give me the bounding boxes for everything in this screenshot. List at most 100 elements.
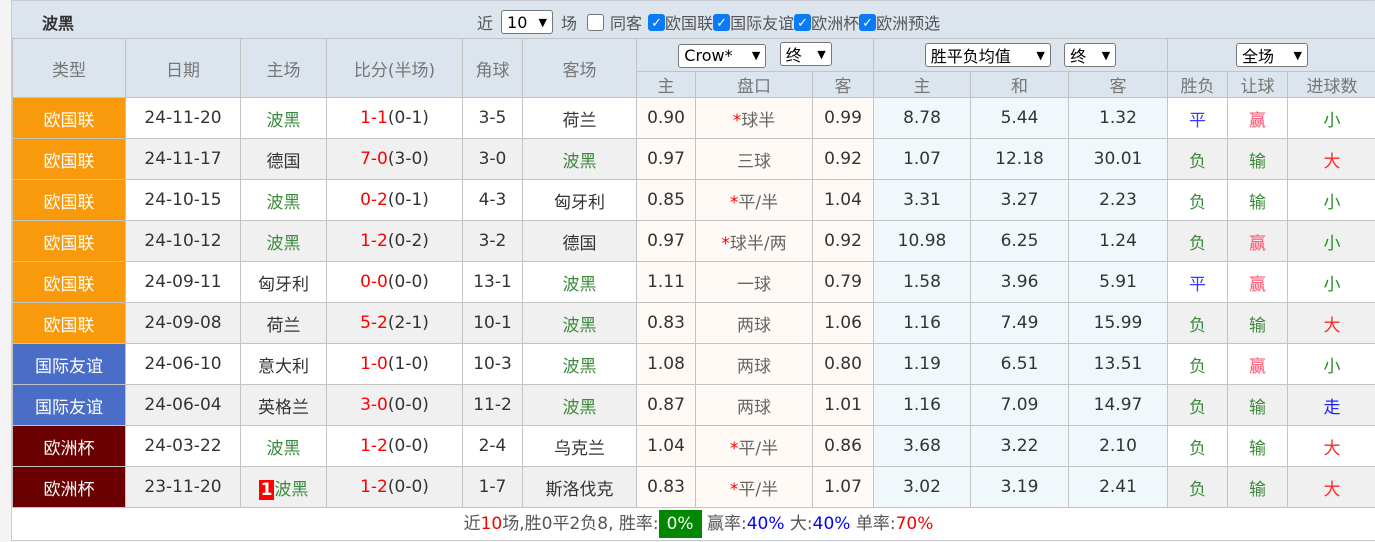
away-team[interactable]: 斯洛伐克 [523, 467, 637, 508]
competition-type[interactable]: 欧国联 [13, 139, 126, 180]
score[interactable]: 1-1(0-1) [327, 98, 463, 139]
competition-type[interactable]: 国际友谊 [13, 344, 126, 385]
eu-loss-odds: 2.41 [1069, 467, 1168, 508]
eu-win-odds: 1.16 [874, 385, 971, 426]
handicap-result: 输 [1228, 139, 1288, 180]
half-time-score: (0-0) [388, 477, 429, 497]
match-count-select[interactable]: 10▼ [501, 10, 553, 34]
away-team[interactable]: 波黑 [523, 303, 637, 344]
competition-checkbox[interactable]: ✓ [648, 14, 665, 31]
competition-checkbox[interactable]: ✓ [859, 14, 876, 31]
half-time-score: (2-1) [388, 313, 429, 333]
ah-home-odds: 1.04 [637, 426, 696, 467]
away-team[interactable]: 波黑 [523, 262, 637, 303]
score[interactable]: 1-2(0-0) [327, 467, 463, 508]
table-row[interactable]: 欧国联 24-10-12 波黑 1-2(0-2) 3-2 德国 0.97 *球半… [13, 221, 1375, 262]
away-team[interactable]: 波黑 [523, 385, 637, 426]
home-team[interactable]: 德国 [241, 139, 327, 180]
half-time-score: (0-1) [388, 108, 429, 128]
eu-win-odds: 3.31 [874, 180, 971, 221]
competition-type[interactable]: 欧国联 [13, 98, 126, 139]
away-team[interactable]: 波黑 [523, 344, 637, 385]
corners: 1-7 [463, 467, 523, 508]
over-rate: 40% [813, 514, 851, 534]
score[interactable]: 1-2(0-0) [327, 426, 463, 467]
ah-home-odds: 1.08 [637, 344, 696, 385]
eu-loss-odds: 5.91 [1069, 262, 1168, 303]
odd-rate: 70% [896, 514, 934, 534]
ah-line: 两球 [696, 385, 813, 426]
competition-type[interactable]: 国际友谊 [13, 385, 126, 426]
home-team[interactable]: 英格兰 [241, 385, 327, 426]
summary-prefix: 近 [464, 514, 481, 534]
away-team-name: 波黑 [563, 152, 597, 172]
home-team[interactable]: 意大利 [241, 344, 327, 385]
eu-win-odds: 1.07 [874, 139, 971, 180]
euro-period-select[interactable]: 终▼ [1064, 43, 1116, 67]
score[interactable]: 5-2(2-1) [327, 303, 463, 344]
eu-draw-odds: 5.44 [971, 98, 1069, 139]
home-team[interactable]: 匈牙利 [241, 262, 327, 303]
away-team[interactable]: 德国 [523, 221, 637, 262]
asian-period-select[interactable]: 终▼ [780, 42, 832, 66]
result: 平 [1168, 262, 1228, 303]
table-row[interactable]: 欧洲杯 24-03-22 波黑 1-2(0-0) 2-4 乌克兰 1.04 *平… [13, 426, 1375, 467]
home-team[interactable]: 波黑 [241, 426, 327, 467]
handicap-result: 输 [1228, 303, 1288, 344]
competition-checkbox[interactable]: ✓ [713, 14, 730, 31]
away-team-name: 波黑 [563, 316, 597, 336]
away-team[interactable]: 匈牙利 [523, 180, 637, 221]
competition-checkbox[interactable]: ✓ [794, 14, 811, 31]
col-type: 类型 [13, 39, 126, 98]
scope-select[interactable]: 全场▼ [1236, 43, 1308, 67]
table-row[interactable]: 欧国联 24-11-20 波黑 1-1(0-1) 3-5 荷兰 0.90 *球半… [13, 98, 1375, 139]
euro-type-select[interactable]: 胜平负均值▼ [925, 43, 1051, 67]
competition-type[interactable]: 欧国联 [13, 262, 126, 303]
away-team[interactable]: 波黑 [523, 139, 637, 180]
score[interactable]: 1-0(1-0) [327, 344, 463, 385]
score[interactable]: 1-2(0-2) [327, 221, 463, 262]
ah-line-value: 两球 [737, 357, 771, 377]
home-team[interactable]: 波黑 [241, 221, 327, 262]
score[interactable]: 0-2(0-1) [327, 180, 463, 221]
competition-type[interactable]: 欧洲杯 [13, 467, 126, 508]
home-team[interactable]: 波黑 [241, 98, 327, 139]
table-row[interactable]: 欧国联 24-09-08 荷兰 5-2(2-1) 10-1 波黑 0.83 两球… [13, 303, 1375, 344]
away-team[interactable]: 荷兰 [523, 98, 637, 139]
competition-type[interactable]: 欧国联 [13, 180, 126, 221]
table-row[interactable]: 国际友谊 24-06-04 英格兰 3-0(0-0) 11-2 波黑 0.87 … [13, 385, 1375, 426]
match-date: 24-10-15 [126, 180, 241, 221]
sub-header: 盘口 [696, 72, 813, 98]
eu-draw-odds: 7.49 [971, 303, 1069, 344]
sub-header: 胜负 [1168, 72, 1228, 98]
home-team[interactable]: 波黑 [241, 180, 327, 221]
table-row[interactable]: 欧国联 24-10-15 波黑 0-2(0-1) 4-3 匈牙利 0.85 *平… [13, 180, 1375, 221]
odd-rate-label: 单率: [850, 514, 895, 534]
home-team[interactable]: 荷兰 [241, 303, 327, 344]
away-team-name: 斯洛伐克 [546, 480, 614, 500]
same-venue-checkbox[interactable] [587, 14, 604, 31]
competition-type[interactable]: 欧国联 [13, 221, 126, 262]
team-title: 波黑 [42, 10, 74, 34]
col-date: 日期 [126, 39, 241, 98]
ah-home-odds: 0.90 [637, 98, 696, 139]
score[interactable]: 7-0(3-0) [327, 139, 463, 180]
ah-line: 一球 [696, 262, 813, 303]
score[interactable]: 3-0(0-0) [327, 385, 463, 426]
chevron-down-icon: ▼ [1294, 49, 1302, 62]
match-date: 24-09-11 [126, 262, 241, 303]
score[interactable]: 0-0(0-0) [327, 262, 463, 303]
eu-draw-odds: 6.51 [971, 344, 1069, 385]
table-row[interactable]: 国际友谊 24-06-10 意大利 1-0(1-0) 10-3 波黑 1.08 … [13, 344, 1375, 385]
company-select[interactable]: Crow*▼ [678, 44, 766, 68]
table-row[interactable]: 欧国联 24-11-17 德国 7-0(3-0) 3-0 波黑 0.97 三球 … [13, 139, 1375, 180]
chevron-down-icon: ▼ [1102, 49, 1110, 62]
chevron-down-icon: ▼ [752, 49, 760, 62]
competition-type[interactable]: 欧洲杯 [13, 426, 126, 467]
table-row[interactable]: 欧国联 24-09-11 匈牙利 0-0(0-0) 13-1 波黑 1.11 一… [13, 262, 1375, 303]
eu-win-odds: 8.78 [874, 98, 971, 139]
away-team[interactable]: 乌克兰 [523, 426, 637, 467]
competition-type[interactable]: 欧国联 [13, 303, 126, 344]
